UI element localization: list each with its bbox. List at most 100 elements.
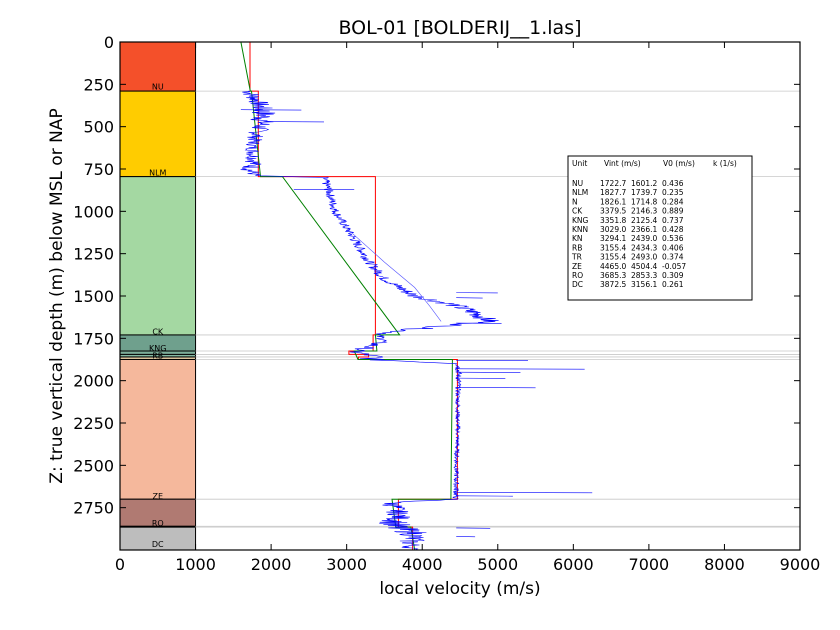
lithology-column — [119, 41, 197, 551]
linear-fit-line — [240, 41, 453, 551]
legend-header-cell: V0 (m/s) — [663, 159, 695, 168]
x-tick-label: 9000 — [780, 555, 821, 574]
unit-label-ck: CK — [152, 328, 164, 337]
legend-cell: CK — [572, 207, 583, 216]
legend-cell: KNN — [572, 225, 588, 234]
x-axis-label: local velocity (m/s) — [379, 579, 540, 599]
y-tick-label: 2250 — [73, 414, 114, 433]
chart-title: BOL-01 [BOLDERIJ__1.las] — [338, 17, 581, 39]
legend-cell: N — [572, 197, 578, 206]
legend-cell: 4504.4 — [631, 262, 657, 271]
unit-label-nlm: NLM — [149, 168, 166, 177]
y-tick-label: 2500 — [73, 456, 114, 475]
legend-cell: 4465.0 — [600, 262, 626, 271]
y-tick-label: 500 — [83, 118, 114, 137]
legend-cell: 0.737 — [662, 216, 684, 225]
unit-band-nlm — [119, 90, 197, 178]
x-tick-label: 6000 — [553, 555, 594, 574]
legend-cell: 3685.3 — [600, 271, 626, 280]
legend-cell: KN — [572, 234, 583, 243]
x-tick-label: 8000 — [704, 555, 745, 574]
legend-cell: 0.261 — [662, 280, 684, 289]
legend-cell: 2439.0 — [631, 234, 657, 243]
legend-cell: 2125.4 — [631, 216, 657, 225]
legend-cell: 1826.1 — [600, 197, 626, 206]
legend-cell: KNG — [572, 216, 589, 225]
unit-band-ck — [119, 176, 197, 336]
legend-header-cell: Vint (m/s) — [604, 159, 641, 168]
x-tick-label: 5000 — [477, 555, 518, 574]
legend-cell: 0.284 — [662, 197, 684, 206]
x-tick-label: 4000 — [402, 555, 443, 574]
y-axis-ticks: 0 250 500 750 1000 1250 1500 1750 2000 2250 2500 27… — [73, 33, 800, 518]
velocity-log-line — [240, 90, 499, 551]
y-tick-label: 0 — [104, 33, 114, 52]
legend-cell: 2366.1 — [631, 225, 657, 234]
interval-velocity-line — [249, 42, 458, 550]
unit-label-ro: RO — [152, 519, 164, 528]
y-tick-label: 2000 — [73, 372, 114, 391]
legend-cell: 3155.4 — [600, 243, 626, 252]
unit-label-nu: NU — [152, 82, 164, 91]
unit-band-nu — [119, 41, 197, 92]
unit-label-kng: KNG — [149, 344, 166, 353]
legend-cell: 3294.1 — [600, 234, 626, 243]
legend-cell: 0.406 — [662, 243, 684, 252]
trend-curve-line — [346, 228, 442, 322]
legend-header-cell: k (1/s) — [713, 159, 737, 168]
legend-cell: 1739.7 — [631, 188, 657, 197]
legend-cell: 3029.0 — [600, 225, 626, 234]
legend-cell: NU — [572, 179, 583, 188]
y-tick-label: 1750 — [73, 329, 114, 348]
legend-cell: TR — [571, 253, 582, 262]
legend-cell: 3156.1 — [631, 280, 657, 289]
legend-cell: 2146.3 — [631, 207, 657, 216]
legend-cell: 1714.8 — [631, 197, 657, 206]
legend-cell: 0.374 — [662, 253, 684, 262]
legend-header-cell: Unit — [572, 159, 587, 168]
legend-cell: 0.536 — [662, 234, 684, 243]
legend-cell: 0.428 — [662, 225, 684, 234]
legend-cell: 2493.0 — [631, 253, 657, 262]
legend-cell: 3351.8 — [600, 216, 626, 225]
y-tick-label: 1250 — [73, 245, 114, 264]
legend-cell: RO — [572, 271, 583, 280]
legend-cell: 0.235 — [662, 188, 684, 197]
legend-cell: 1827.7 — [600, 188, 626, 197]
y-tick-label: 250 — [83, 75, 114, 94]
legend-box — [567, 155, 753, 301]
y-axis-label: Z: true vertical depth (m) below MSL or … — [47, 108, 67, 483]
velocity-series — [240, 41, 593, 551]
y-tick-label: 1000 — [73, 202, 114, 221]
legend-cell: 2853.3 — [631, 271, 657, 280]
y-tick-label: 750 — [83, 160, 114, 179]
legend-cell: 0.889 — [662, 207, 684, 216]
legend-cell: NLM — [572, 188, 588, 197]
x-axis-ticks: 0 1000 2000 3000 4000 5000 6000 7000 8000 9000 — [115, 42, 820, 574]
legend-cell: RB — [572, 243, 582, 252]
unit-label-ze: ZE — [153, 492, 164, 501]
legend-cell: 1601.2 — [631, 179, 657, 188]
unit-label-rb: RB — [152, 351, 163, 360]
legend-cell: 3155.4 — [600, 253, 626, 262]
unit-band-tr — [119, 359, 197, 500]
legend-cell: -0.057 — [662, 262, 686, 271]
y-tick-label: 1500 — [73, 287, 114, 306]
unit-velocity-legend: Unit Vint (m/s) V0 (m/s) k (1/s) NU 1722.7 160… — [567, 155, 753, 301]
legend-cell: 0.436 — [662, 179, 684, 188]
legend-cell: 3379.5 — [600, 207, 626, 216]
legend-cell: DC — [572, 280, 583, 289]
legend-cell: ZE — [572, 262, 582, 271]
legend-cell: 1722.7 — [600, 179, 626, 188]
legend-cell: 3872.5 — [600, 280, 626, 289]
x-tick-label: 0 — [115, 555, 125, 574]
legend-cell: 0.309 — [662, 271, 684, 280]
x-tick-label: 7000 — [629, 555, 670, 574]
legend-cell: 2434.3 — [631, 243, 657, 252]
x-tick-label: 2000 — [251, 555, 292, 574]
x-tick-label: 3000 — [326, 555, 367, 574]
unit-label-dc: DC — [152, 540, 164, 549]
x-tick-label: 1000 — [175, 555, 216, 574]
